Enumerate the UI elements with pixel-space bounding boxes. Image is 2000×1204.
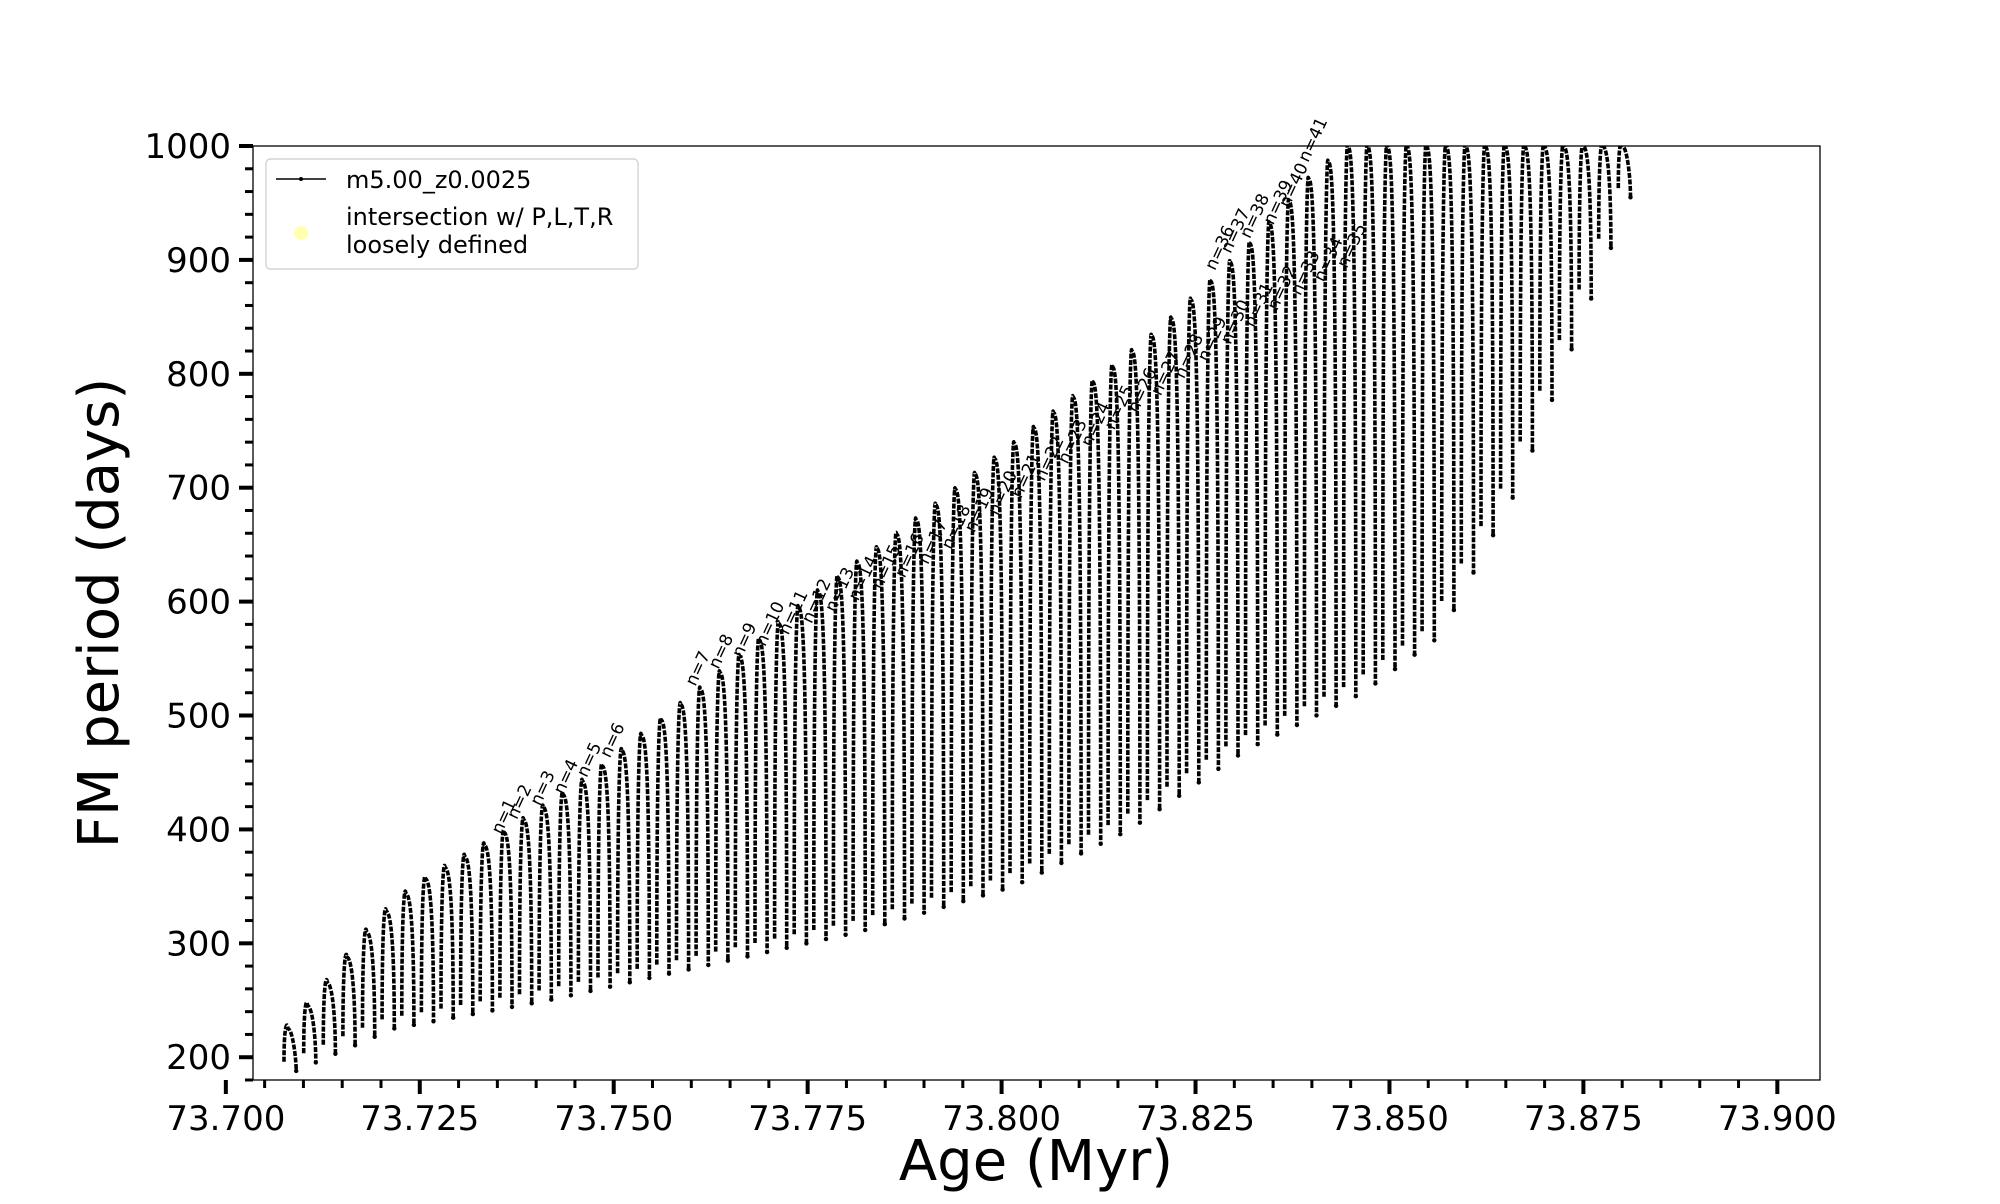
- plot-frame: [252, 145, 1821, 1081]
- legend-label-series: m5.00_z0.0025: [346, 166, 531, 194]
- cycle-end-point: [411, 1022, 417, 1028]
- x-tick-label: 73.875: [1524, 1099, 1643, 1139]
- cycle-end-point: [1608, 245, 1614, 251]
- y-tick-label: 400: [166, 810, 231, 850]
- cycle-end-point: [1530, 448, 1535, 453]
- y-tick-label: 600: [166, 583, 231, 623]
- x-tick-label: 73.900: [1718, 1099, 1837, 1139]
- cycle-end-point: [294, 1068, 299, 1074]
- y-tick-label: 900: [166, 241, 231, 281]
- data-layer: [282, 146, 1633, 1074]
- legend-label-line: loosely defined: [346, 231, 528, 259]
- x-tick-label: 73.800: [942, 1099, 1061, 1139]
- x-tick-label: 73.700: [166, 1099, 285, 1139]
- legend-dot-marker: [299, 177, 303, 181]
- axes-layer: 73.700 73.725 73.750 73.775 73.800 73.825 73.8…: [144, 127, 1836, 1139]
- series-line-m5.00_z0.0025: [282, 146, 1633, 1071]
- cycle-end-point: [961, 899, 966, 904]
- legend-box: [265, 158, 639, 270]
- y-tick-label: 200: [166, 1038, 231, 1078]
- cycle-end-point: [941, 904, 946, 910]
- y-axis-label: FM period (days): [67, 378, 132, 848]
- cycle-end-point: [1490, 533, 1496, 538]
- legend: m5.00_z0.0025 intersection w/ P,L,T,R loo…: [265, 158, 639, 270]
- cycle-end-point: [1235, 753, 1241, 758]
- cycle-end-point: [725, 958, 731, 963]
- y-tick-label: 500: [166, 697, 231, 737]
- cycle-annotation: n=41: [1294, 114, 1332, 165]
- cycle-end-point: [1451, 607, 1457, 613]
- x-tick-label: 73.775: [748, 1099, 867, 1139]
- y-tick-label: 800: [166, 355, 231, 395]
- legend-label-line: intersection w/ P,L,T,R: [346, 203, 613, 231]
- legend-label-intersection: intersection w/ P,L,T,R loosely defined: [346, 203, 613, 259]
- y-tick-label: 300: [166, 924, 231, 964]
- cycle-end-point: [372, 1034, 377, 1040]
- x-tick-label: 73.725: [360, 1099, 479, 1139]
- y-tick-label: 1000: [144, 127, 231, 167]
- y-tick-label: 700: [166, 469, 231, 509]
- x-tick-label: 73.850: [1330, 1099, 1449, 1139]
- x-axis-label: Age (Myr): [899, 1129, 1173, 1194]
- legend-intersection-marker: [294, 226, 308, 240]
- x-tick-label: 73.825: [1136, 1099, 1255, 1139]
- x-tick-label: 73.750: [554, 1099, 673, 1139]
